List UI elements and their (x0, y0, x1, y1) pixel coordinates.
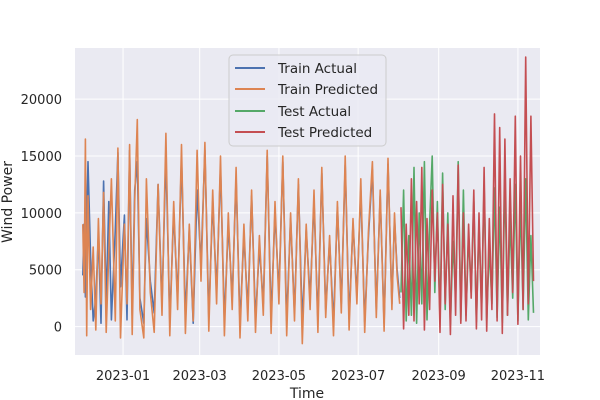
y-tick-label: 0 (54, 321, 62, 336)
series-line-train-predicted (82, 118, 401, 345)
x-tick-label: 2023-07 (331, 369, 385, 384)
legend: Train Actual Train Predicted Test Actual… (228, 54, 387, 147)
series-line-test-predicted (400, 56, 535, 336)
legend-label-test-actual: Test Actual (277, 104, 351, 120)
x-tick-label: 2023-11 (491, 369, 545, 384)
legend-label-train-actual: Train Actual (277, 61, 357, 77)
y-tick-label: 5000 (29, 264, 62, 279)
legend-label-train-predicted: Train Predicted (277, 82, 378, 98)
y-axis-title: Wind Power (0, 161, 16, 243)
y-tick-label: 10000 (21, 207, 62, 222)
x-axis-title: Time (289, 386, 324, 400)
x-tick-label: 2023-09 (412, 369, 466, 384)
y-tick-label: 20000 (21, 93, 62, 108)
x-tick-label: 2023-05 (252, 369, 306, 384)
y-tick-label: 15000 (21, 150, 62, 165)
legend-label-test-predicted: Test Predicted (277, 125, 372, 141)
legend-box (228, 54, 387, 147)
tick-labels: 0 5000 10000 15000 20000 2023-01 2023-03 2023-0… (21, 93, 545, 384)
x-tick-label: 2023-03 (173, 369, 227, 384)
x-tick-label: 2023-01 (96, 369, 150, 384)
series-lines (82, 56, 535, 345)
